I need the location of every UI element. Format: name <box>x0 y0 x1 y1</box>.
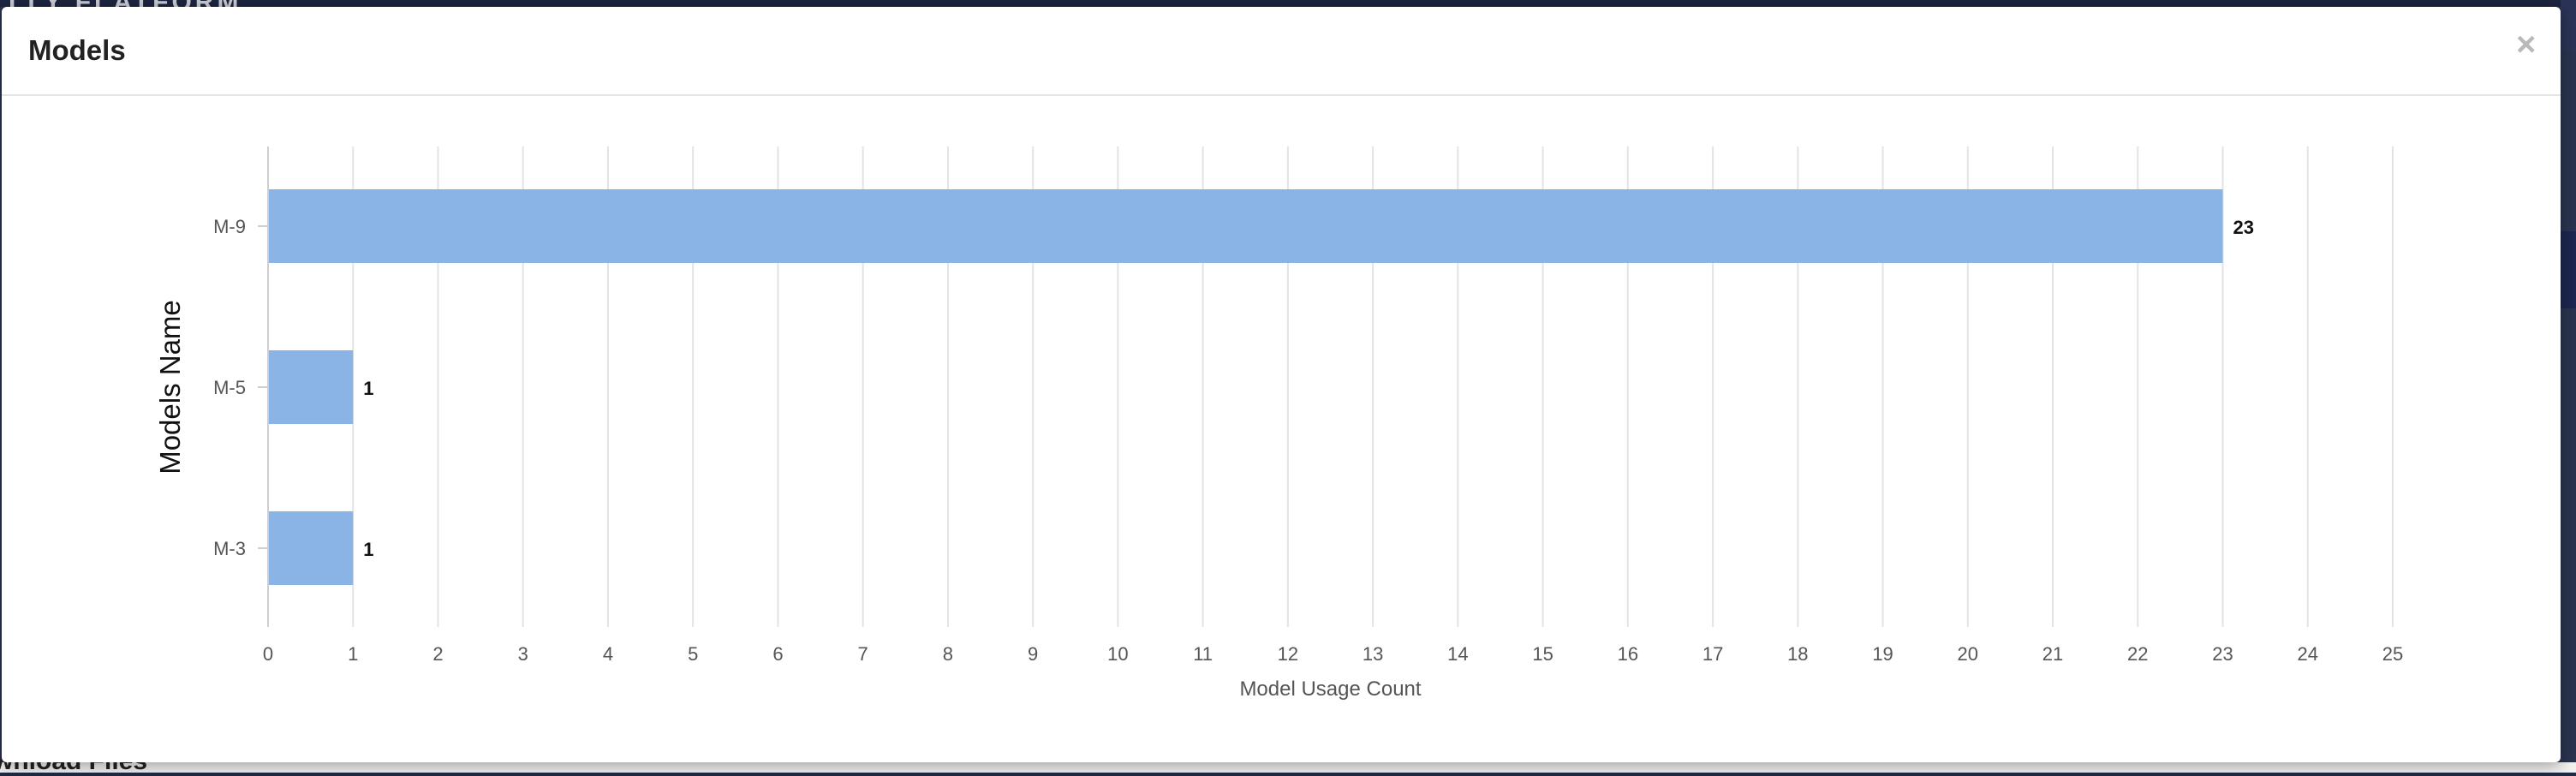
x-tick-label: 15 <box>1532 643 1553 665</box>
x-tick-label: 19 <box>1872 643 1893 665</box>
x-tick-label: 8 <box>943 643 953 665</box>
x-tick-label: 17 <box>1702 643 1723 665</box>
x-tick-label: 21 <box>2042 643 2063 665</box>
models-modal: Models × 0 1 2 3 4 5 6 7 8 9 10 11 12 13 14 15 16 17 18 19 2… <box>2 7 2561 762</box>
bar-m-9[interactable] <box>269 189 2223 263</box>
x-tick-label: 13 <box>1363 643 1383 665</box>
x-tick-label: 23 <box>2212 643 2233 665</box>
y-category-label: M-9 <box>213 216 246 237</box>
bar-value-label: 1 <box>363 539 373 560</box>
x-tick-label: 25 <box>2382 643 2403 665</box>
modal-header: Models × <box>2 7 2561 96</box>
x-tick-label: 24 <box>2298 643 2318 665</box>
y-category-label: M-3 <box>213 538 246 559</box>
x-tick-label: 22 <box>2127 643 2148 665</box>
x-tick-label: 7 <box>858 643 868 665</box>
background-header-strip <box>0 0 2576 7</box>
background-right-edge <box>2561 0 2576 51</box>
bar-m-3[interactable] <box>269 511 354 585</box>
modal-title: Models <box>28 34 126 66</box>
x-tick-label: 18 <box>1787 643 1808 665</box>
y-category-label: M-5 <box>213 377 246 398</box>
x-axis-title: Model Usage Count <box>1239 678 1421 701</box>
background-content-area <box>0 762 2576 773</box>
bar-m-5[interactable] <box>269 350 354 424</box>
x-tick-label: 3 <box>518 643 528 665</box>
x-tick-label: 16 <box>1618 643 1638 665</box>
x-tick-label: 0 <box>263 643 273 665</box>
x-tick-label: 5 <box>688 643 698 665</box>
x-tick-label: 9 <box>1028 643 1038 665</box>
x-tick-label: 1 <box>348 643 358 665</box>
x-tick-label: 10 <box>1107 643 1128 665</box>
x-tick-label: 4 <box>603 643 613 665</box>
x-tick-label: 14 <box>1447 643 1468 665</box>
close-icon[interactable]: × <box>2516 26 2537 63</box>
bar-value-label: 23 <box>2233 217 2254 238</box>
x-tick-label: 6 <box>772 643 783 665</box>
chart-bars <box>269 189 2223 585</box>
x-tick-label: 2 <box>432 643 443 665</box>
chart-labels: 0 1 2 3 4 5 6 7 8 9 10 11 12 13 14 15 16 17 18 19 20 21 22 23 24… <box>213 216 2403 665</box>
bar-value-label: 1 <box>363 378 373 399</box>
x-tick-label: 20 <box>1958 643 1978 665</box>
x-tick-label: 12 <box>1278 643 1298 665</box>
y-axis-title: Models Name <box>154 300 186 475</box>
background-right-block <box>2561 231 2576 308</box>
bar-chart: 0 1 2 3 4 5 6 7 8 9 10 11 12 13 14 15 16 17 18 19 20 21 22 23 24… <box>154 146 2403 701</box>
x-tick-label: 11 <box>1193 643 1213 665</box>
